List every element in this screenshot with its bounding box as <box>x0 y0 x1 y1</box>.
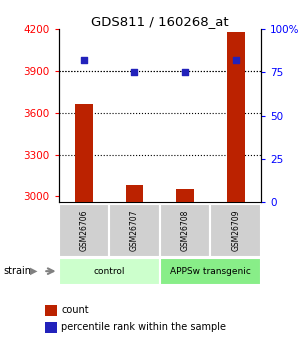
Bar <box>109 204 160 257</box>
Text: GSM26708: GSM26708 <box>181 210 190 251</box>
Text: GSM26706: GSM26706 <box>79 209 88 251</box>
Text: count: count <box>61 305 89 315</box>
Text: percentile rank within the sample: percentile rank within the sample <box>61 323 226 332</box>
Bar <box>160 258 261 285</box>
Point <box>233 58 238 63</box>
Text: control: control <box>93 267 125 276</box>
Bar <box>227 32 244 202</box>
Bar <box>75 105 93 202</box>
Point <box>183 70 188 75</box>
Point <box>81 58 86 63</box>
Point <box>132 70 137 75</box>
Bar <box>160 204 210 257</box>
Bar <box>58 204 109 257</box>
Text: GSM26707: GSM26707 <box>130 209 139 251</box>
Bar <box>176 189 194 202</box>
Text: APPSw transgenic: APPSw transgenic <box>170 267 251 276</box>
Bar <box>58 258 160 285</box>
Bar <box>210 204 261 257</box>
Title: GDS811 / 160268_at: GDS811 / 160268_at <box>91 15 229 28</box>
Bar <box>126 185 143 202</box>
Text: strain: strain <box>3 266 31 276</box>
Text: GSM26709: GSM26709 <box>231 209 240 251</box>
Text: ▶: ▶ <box>30 266 38 276</box>
